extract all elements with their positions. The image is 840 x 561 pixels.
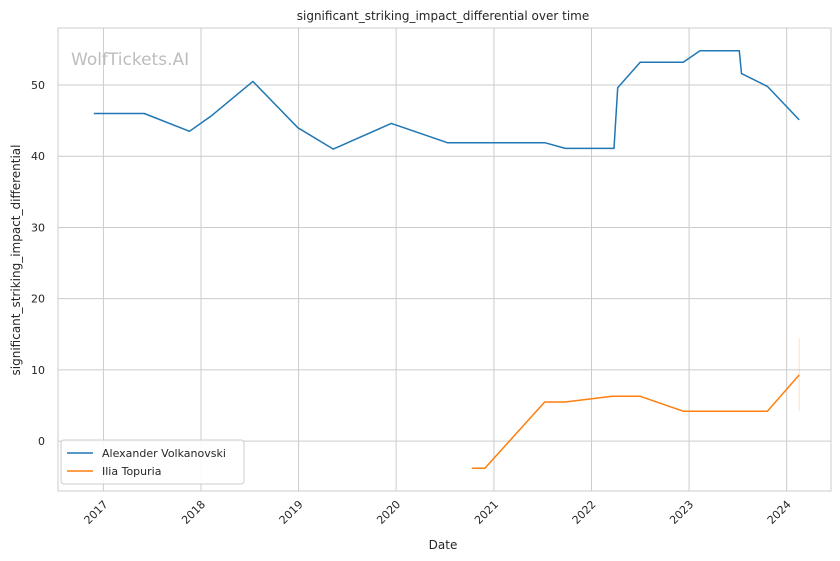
- watermark: WolfTickets.AI: [71, 50, 189, 70]
- y-tick-label: 40: [31, 150, 45, 163]
- legend-label-volkanovski: Alexander Volkanovski: [102, 447, 226, 460]
- y-axis-label: significant_striking_impact_differential: [9, 145, 23, 376]
- series-lines: [93, 50, 800, 469]
- x-tick-label: 2021: [472, 498, 501, 527]
- x-tick-label: 2024: [765, 498, 794, 527]
- series-line-alexander-volkanovski: [93, 50, 800, 150]
- legend-box: [60, 439, 245, 485]
- grid: [58, 28, 831, 491]
- y-tick-label: 50: [31, 79, 45, 92]
- x-tick-label: 2018: [179, 498, 208, 527]
- y-tick-label: 10: [31, 364, 45, 377]
- y-tick-label: 20: [31, 293, 45, 306]
- chart-title: significant_striking_impact_differential…: [297, 9, 589, 23]
- legend: Alexander Volkanovski Ilia Topuria: [60, 439, 245, 485]
- x-tick-label: 2017: [82, 498, 111, 527]
- x-tick-label: 2022: [570, 498, 599, 527]
- y-tick-label: 30: [31, 221, 45, 234]
- y-tick-labels: 0 10 20 30 40 50: [31, 79, 45, 448]
- series-line-ilia-topuria: [471, 374, 800, 469]
- x-axis-label: Date: [429, 538, 458, 552]
- x-tick-label: 2020: [374, 498, 403, 527]
- x-tick-label: 2023: [667, 498, 696, 527]
- y-tick-label: 0: [38, 435, 45, 448]
- x-tick-label: 2019: [277, 498, 306, 527]
- plot-frame: [57, 27, 832, 492]
- legend-label-topuria: Ilia Topuria: [102, 465, 161, 478]
- x-tick-labels: 2017 2018 2019 2020 2021 2022 2023 2024: [82, 498, 794, 527]
